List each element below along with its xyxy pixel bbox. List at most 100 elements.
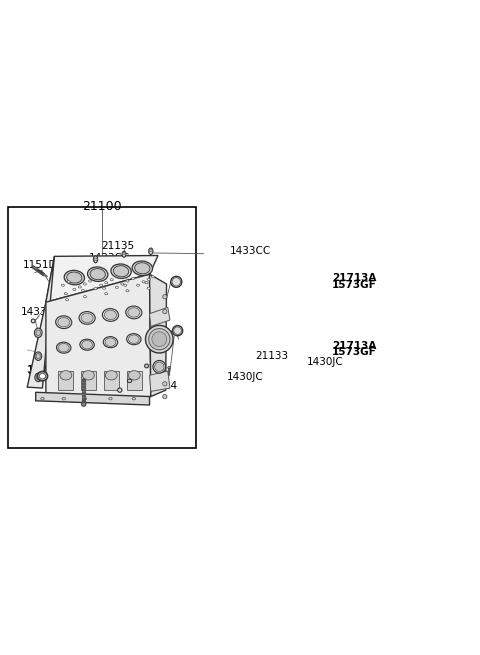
Ellipse shape — [90, 269, 105, 280]
Ellipse shape — [105, 282, 108, 284]
Ellipse shape — [61, 284, 64, 286]
Ellipse shape — [64, 293, 67, 295]
Polygon shape — [27, 256, 54, 388]
Ellipse shape — [142, 281, 145, 283]
Text: 1573GF: 1573GF — [27, 365, 72, 375]
Polygon shape — [150, 307, 170, 326]
Ellipse shape — [84, 283, 86, 285]
Ellipse shape — [124, 284, 127, 286]
Ellipse shape — [37, 371, 48, 381]
Ellipse shape — [80, 339, 94, 350]
Ellipse shape — [102, 309, 119, 322]
Ellipse shape — [103, 287, 106, 290]
Ellipse shape — [115, 286, 118, 288]
Ellipse shape — [132, 277, 134, 280]
Ellipse shape — [105, 371, 117, 380]
Ellipse shape — [36, 330, 40, 335]
Polygon shape — [58, 371, 73, 390]
Text: 21124: 21124 — [144, 381, 177, 391]
Text: 21713A: 21713A — [332, 273, 377, 284]
Ellipse shape — [126, 280, 129, 282]
Text: 21100: 21100 — [82, 200, 122, 213]
Ellipse shape — [82, 402, 86, 406]
Ellipse shape — [152, 276, 155, 278]
Ellipse shape — [153, 360, 166, 373]
Polygon shape — [150, 371, 170, 392]
Polygon shape — [127, 371, 142, 390]
Ellipse shape — [132, 261, 153, 276]
Ellipse shape — [105, 293, 108, 295]
Text: 1433CC: 1433CC — [230, 246, 272, 256]
Ellipse shape — [145, 282, 148, 284]
Ellipse shape — [67, 281, 70, 283]
Ellipse shape — [84, 295, 86, 298]
Ellipse shape — [87, 267, 108, 282]
Ellipse shape — [174, 327, 181, 335]
Ellipse shape — [145, 326, 173, 353]
Ellipse shape — [36, 375, 40, 380]
Ellipse shape — [103, 337, 118, 348]
Ellipse shape — [132, 398, 135, 400]
Ellipse shape — [113, 266, 129, 277]
Ellipse shape — [163, 295, 167, 299]
Ellipse shape — [62, 398, 65, 400]
Ellipse shape — [135, 263, 150, 274]
Ellipse shape — [126, 290, 129, 292]
Ellipse shape — [163, 394, 167, 399]
Ellipse shape — [56, 316, 72, 329]
Ellipse shape — [94, 288, 97, 290]
Ellipse shape — [57, 342, 71, 353]
Ellipse shape — [35, 373, 42, 382]
Ellipse shape — [163, 382, 167, 386]
Ellipse shape — [147, 287, 150, 290]
Ellipse shape — [122, 252, 126, 254]
Text: 1433CA: 1433CA — [21, 307, 62, 316]
Ellipse shape — [35, 328, 42, 337]
Ellipse shape — [118, 388, 122, 392]
Ellipse shape — [171, 276, 182, 288]
Ellipse shape — [64, 271, 84, 285]
Polygon shape — [150, 274, 167, 396]
Polygon shape — [46, 255, 158, 302]
Ellipse shape — [149, 249, 153, 252]
Text: 21133: 21133 — [255, 351, 288, 361]
Ellipse shape — [100, 284, 103, 286]
Text: 21713A: 21713A — [27, 372, 72, 382]
Ellipse shape — [39, 373, 46, 379]
Ellipse shape — [137, 284, 140, 286]
Ellipse shape — [36, 354, 40, 359]
Ellipse shape — [144, 364, 148, 368]
Ellipse shape — [163, 309, 167, 314]
Ellipse shape — [31, 319, 35, 323]
Ellipse shape — [105, 338, 116, 346]
Ellipse shape — [60, 371, 72, 380]
Ellipse shape — [66, 299, 69, 301]
Ellipse shape — [109, 398, 112, 400]
Ellipse shape — [59, 343, 69, 352]
Ellipse shape — [35, 352, 42, 360]
Ellipse shape — [127, 333, 141, 345]
Ellipse shape — [128, 308, 140, 317]
Ellipse shape — [172, 278, 180, 286]
Ellipse shape — [152, 331, 167, 346]
Ellipse shape — [78, 286, 81, 288]
Ellipse shape — [129, 335, 139, 343]
Ellipse shape — [58, 318, 70, 327]
Ellipse shape — [83, 398, 87, 400]
Text: 1430JC: 1430JC — [307, 357, 344, 367]
Bar — [8, 207, 196, 449]
Ellipse shape — [105, 310, 116, 320]
Ellipse shape — [121, 283, 124, 285]
Ellipse shape — [155, 362, 164, 371]
Ellipse shape — [82, 341, 92, 349]
Ellipse shape — [172, 326, 183, 336]
Polygon shape — [46, 274, 151, 401]
Text: 1433CC: 1433CC — [89, 253, 131, 263]
Ellipse shape — [128, 371, 140, 380]
Ellipse shape — [147, 278, 150, 280]
Ellipse shape — [110, 278, 113, 281]
Text: 1151DB: 1151DB — [23, 260, 65, 270]
Polygon shape — [104, 371, 119, 390]
Text: 1573GF: 1573GF — [332, 347, 377, 358]
Ellipse shape — [79, 312, 95, 324]
